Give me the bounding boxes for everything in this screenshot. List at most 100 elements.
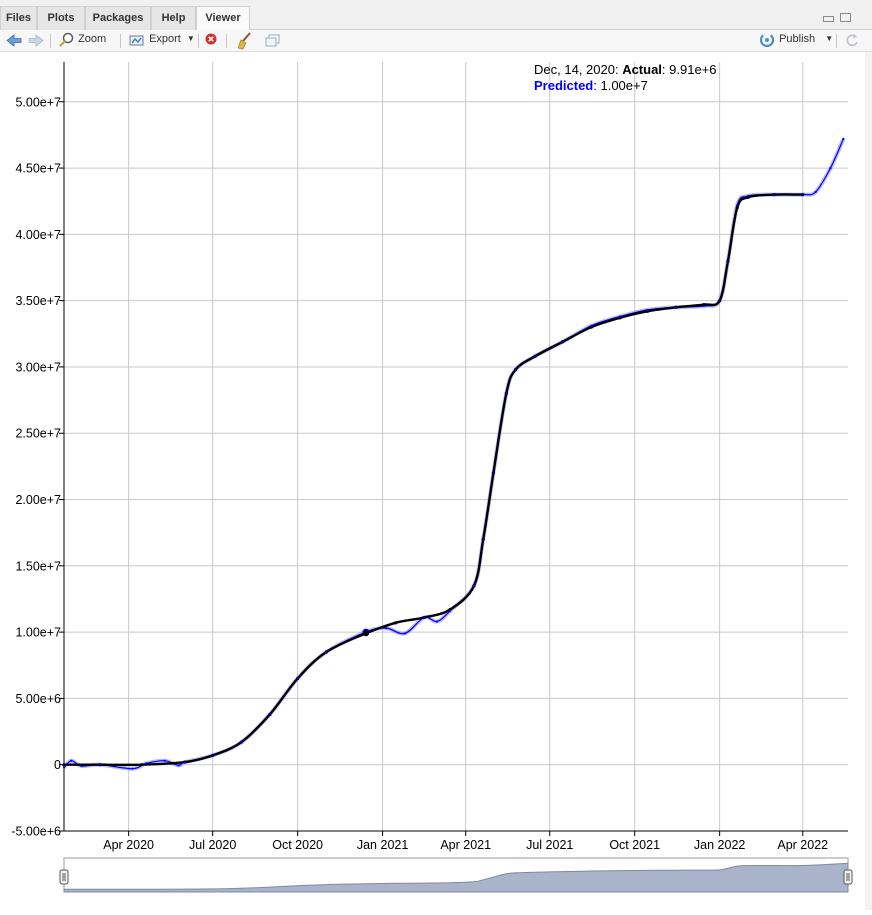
predicted-data-point — [747, 194, 750, 198]
predicted-data-point — [211, 754, 214, 757]
predicted-data-point — [773, 193, 776, 196]
remove-viewer-button[interactable] — [204, 30, 218, 51]
predicted-series-line — [63, 138, 844, 770]
refresh-icon — [846, 34, 858, 47]
actual-data-point — [735, 206, 739, 210]
pane-tab-bar: Files Plots Packages Help Viewer — [0, 0, 872, 31]
chart-series — [62, 137, 846, 771]
tooltip-date: Dec, 14, 2020: — [534, 62, 619, 77]
predicted-data-point — [842, 137, 845, 140]
tab-viewer[interactable]: Viewer — [196, 6, 250, 31]
x-axis-ticks: Apr 2020 Jul 2020 Oct 2020 Jan 2021 Apr 2021… — [103, 831, 828, 852]
predicted-data-point — [514, 368, 517, 371]
y-tick-label: 4.00e+7 — [15, 228, 61, 242]
back-arrow-icon[interactable] — [5, 30, 23, 51]
predicted-data-point — [268, 713, 272, 716]
actual-data-point — [139, 763, 144, 767]
predicted-data-point — [177, 764, 180, 767]
toolbar-separator — [836, 34, 837, 48]
dygraph-chart[interactable]: -5.00e+6 0 5.00e+6 1.00e+7 1.50e+7 2.00e+7 2.5… — [0, 52, 865, 910]
y-tick-label: 4.50e+7 — [15, 162, 61, 176]
x-tick-label: Oct 2020 — [272, 838, 323, 852]
tab-plots[interactable]: Plots — [37, 6, 85, 30]
predicted-data-point — [448, 609, 452, 613]
actual-data-point — [62, 763, 66, 767]
y-tick-label: 0 — [54, 758, 61, 772]
tab-packages[interactable]: Packages — [85, 6, 151, 30]
chevron-down-icon: ▼ — [825, 34, 834, 43]
forward-arrow-icon[interactable] — [27, 30, 45, 51]
export-icon — [129, 35, 144, 46]
predicted-data-point — [131, 767, 134, 770]
tooltip-legend-predicted: Predicted: 1.00e+7 — [534, 78, 648, 93]
predicted-data-point — [829, 166, 832, 170]
predicted-data-point — [472, 584, 476, 587]
actual-data-point — [393, 621, 398, 625]
predicted-data-point — [646, 308, 649, 312]
publish-button[interactable]: Publish ▼ — [758, 30, 833, 51]
hover-actual-marker — [362, 630, 369, 637]
y-tick-label: 2.00e+7 — [15, 493, 61, 507]
x-tick-label: Jul 2020 — [189, 838, 236, 852]
tab-help[interactable]: Help — [151, 6, 196, 30]
export-label: Export — [149, 33, 181, 45]
tab-viewer-label: Viewer — [205, 12, 241, 24]
range-handle-right — [843, 869, 853, 885]
y-tick-label: 5.00e+6 — [15, 692, 61, 706]
x-tick-label: Apr 2022 — [777, 838, 828, 852]
y-axis-ticks: -5.00e+6 0 5.00e+6 1.00e+7 1.50e+7 2.00e+7 2.5… — [11, 95, 64, 839]
chart-gridlines — [64, 62, 848, 831]
minimize-pane-icon[interactable] — [823, 16, 834, 22]
tab-files[interactable]: Files — [0, 6, 37, 30]
refresh-button[interactable] — [843, 30, 861, 51]
tooltip-predicted-value: : 1.00e+7 — [593, 78, 648, 93]
range-selector-overview — [63, 862, 849, 893]
broom-icon — [237, 32, 251, 50]
y-tick-label: 1.50e+7 — [15, 559, 61, 573]
predicted-data-point — [385, 627, 388, 630]
predicted-data-point — [702, 304, 706, 308]
publish-icon — [759, 32, 775, 48]
predicted-data-point — [736, 204, 739, 207]
x-tick-label: Jan 2022 — [694, 838, 745, 852]
predicted-data-point — [618, 315, 622, 318]
predicted-data-point — [183, 760, 187, 764]
zoom-button[interactable]: Zoom — [57, 30, 106, 51]
predicted-data-point — [814, 190, 817, 194]
predicted-data-point — [240, 741, 243, 744]
zoom-icon — [59, 32, 74, 47]
y-tick-label: 3.50e+7 — [15, 294, 61, 308]
clear-all-button[interactable] — [234, 30, 254, 51]
predicted-data-point — [435, 620, 439, 623]
predicted-data-point — [718, 299, 721, 302]
tab-plots-label: Plots — [47, 12, 75, 24]
predicted-data-point — [98, 763, 102, 766]
export-button[interactable]: Export ▼ — [126, 30, 195, 51]
predicted-data-point — [62, 766, 66, 769]
predicted-data-point — [492, 471, 495, 475]
x-tick-label: Jul 2021 — [526, 838, 573, 852]
y-tick-label: 5.00e+7 — [15, 95, 61, 109]
x-tick-label: Apr 2020 — [103, 838, 154, 852]
viewer-pane: -5.00e+6 0 5.00e+6 1.00e+7 1.50e+7 2.00e+7 2.5… — [0, 52, 865, 910]
maximize-pane-icon[interactable] — [840, 13, 851, 22]
publish-label: Publish — [779, 33, 816, 45]
predicted-data-point — [801, 193, 804, 196]
x-tick-label: Apr 2021 — [440, 838, 491, 852]
viewer-scrollbar[interactable] — [865, 52, 872, 910]
predicted-data-point — [403, 632, 406, 635]
y-tick-label: 3.00e+7 — [15, 360, 61, 374]
range-selector[interactable] — [59, 857, 853, 893]
close-circle-icon — [205, 33, 217, 45]
predicted-data-point — [505, 392, 508, 395]
tab-packages-label: Packages — [92, 12, 144, 24]
x-tick-label: Oct 2021 — [609, 838, 660, 852]
y-tick-label: -5.00e+6 — [11, 825, 61, 839]
predicted-data-point — [482, 538, 485, 541]
predicted-interval-band — [62, 138, 846, 771]
toolbar-separator — [226, 34, 227, 48]
viewer-toolbar: Zoom Export ▼ Publish ▼ — [0, 30, 872, 52]
popout-window-button[interactable] — [264, 30, 282, 51]
toolbar-separator — [50, 34, 51, 48]
range-handle-left — [59, 869, 69, 885]
